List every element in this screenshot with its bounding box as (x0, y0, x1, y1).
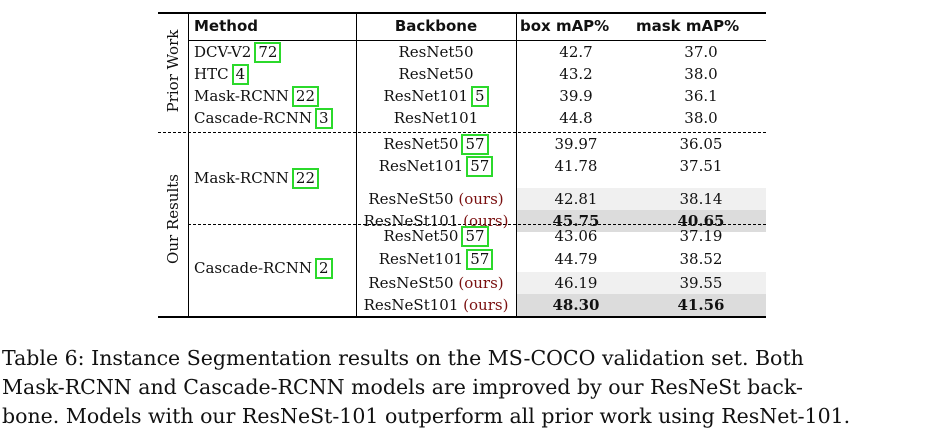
citation-box: 4 (231, 64, 250, 85)
citation-box: 72 (254, 42, 282, 63)
dashed-separator-2 (188, 224, 766, 225)
backbone-name: ResNet101 (378, 157, 464, 175)
backbone-name: ResNeSt101 (363, 296, 459, 314)
mask-map-value: 41.56 (677, 296, 725, 314)
mask-map-value: 38.0 (684, 65, 718, 83)
backbone-name: ResNet50 (383, 135, 459, 153)
header-method: Method (194, 17, 258, 35)
citation-box: 22 (291, 168, 320, 189)
backbone-name: ResNet101 (383, 87, 468, 105)
ours-tag: (ours) (463, 212, 509, 230)
header-rule (188, 40, 766, 41)
method-name: Cascade-RCNN (194, 109, 313, 127)
backbone-name: ResNeSt50 (368, 274, 454, 292)
backbone-name: ResNet101 (393, 109, 479, 127)
mask-map-value: 36.05 (679, 135, 723, 153)
mask-map-value: 37.19 (679, 227, 723, 245)
mask-map-value: 37.51 (679, 157, 723, 175)
method-name: Mask-RCNN (194, 87, 289, 105)
citation-box: 3 (315, 108, 333, 129)
top-rule (158, 12, 766, 14)
box-map-value: 39.9 (559, 87, 593, 105)
backbone-name: ResNet101 (378, 250, 464, 268)
shade-mask-resnest50 (516, 188, 766, 210)
citation-box: 57 (461, 226, 489, 247)
backbone-name: ResNet50 (398, 65, 474, 83)
group-divider (188, 12, 189, 318)
method-name: Mask-RCNN (194, 169, 289, 187)
box-map-value: 45.75 (552, 212, 600, 230)
method-name: HTC (194, 65, 229, 83)
mask-map-value: 40.65 (677, 212, 725, 230)
shade-cascade-resnest50 (516, 272, 766, 294)
box-map-value: 43.06 (554, 227, 598, 245)
mask-map-value: 37.0 (684, 43, 718, 61)
caption-line-2: Mask-RCNN and Cascade-RCNN models are im… (2, 375, 803, 399)
citation-box: 5 (470, 86, 489, 107)
box-map-value: 39.97 (554, 135, 598, 153)
box-map-value: 44.79 (554, 250, 598, 268)
box-map-value: 43.2 (559, 65, 593, 83)
box-map-value: 44.8 (559, 109, 593, 127)
method-name: DCV-V2 (194, 43, 252, 61)
bottom-rule (158, 316, 766, 318)
citation-box: 57 (461, 134, 489, 155)
table-caption: Table 6: Instance Segmentation results o… (2, 344, 924, 431)
header-mask-map: mask mAP% (636, 17, 740, 35)
citation-box: 22 (291, 86, 320, 107)
box-map-value: 42.7 (559, 43, 593, 61)
mask-map-value: 38.14 (679, 190, 723, 208)
citation-box: 2 (315, 258, 333, 279)
cascade-group-method: Cascade-RCNN 2 (194, 258, 333, 279)
ours-tag: (ours) (458, 274, 504, 292)
mask-map-value: 38.52 (679, 250, 723, 268)
ours-tag: (ours) (458, 190, 504, 208)
caption-line-3: bone. Models with our ResNeSt-101 outper… (2, 404, 851, 428)
mask-group-method: Mask-RCNN 22 (194, 168, 320, 189)
shade-mask-resnest101 (516, 210, 766, 232)
mask-map-value: 38.0 (684, 109, 718, 127)
ours-tag: (ours) (463, 296, 509, 314)
dashed-separator-1 (158, 132, 766, 133)
header-box-map: box mAP% (520, 17, 610, 35)
backbone-name: ResNeSt101 (363, 212, 459, 230)
backbone-name: ResNet50 (398, 43, 474, 61)
citation-box: 57 (466, 249, 494, 270)
backbone-name: ResNet50 (383, 227, 459, 245)
box-map-value: 41.78 (554, 157, 598, 175)
mask-map-value: 36.1 (684, 87, 718, 105)
box-map-value: 48.30 (552, 296, 600, 314)
mask-map-value: 39.55 (679, 274, 723, 292)
shade-cascade-resnest101 (516, 294, 766, 316)
box-map-value: 46.19 (554, 274, 598, 292)
caption-line-1: Table 6: Instance Segmentation results o… (2, 346, 804, 370)
header-backbone: Backbone (394, 17, 478, 35)
method-name: Cascade-RCNN (194, 259, 313, 277)
backbone-name: ResNeSt50 (368, 190, 454, 208)
citation-box: 57 (466, 156, 494, 177)
method-divider (356, 12, 357, 318)
group-label-ours: Our Results (164, 174, 182, 264)
group-label-prior: Prior Work (164, 29, 182, 113)
results-table: Prior Work Our Results Method Backbone b… (158, 12, 766, 318)
box-map-value: 42.81 (554, 190, 598, 208)
metric-divider (516, 12, 517, 318)
